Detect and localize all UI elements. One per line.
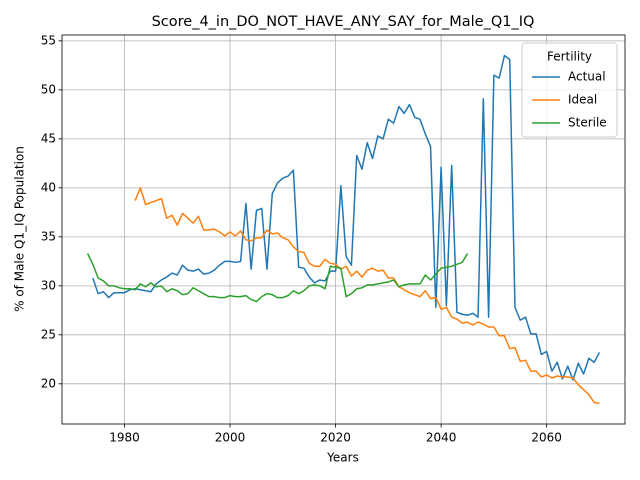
series-line — [86, 253, 469, 303]
legend-label: Actual — [568, 70, 606, 84]
x-tick-label: 1980 — [109, 431, 140, 445]
series-line — [134, 187, 600, 405]
x-axis-label: Years — [326, 451, 359, 465]
y-tick-label: 45 — [41, 131, 56, 145]
legend-box — [521, 42, 618, 138]
y-axis-label: % of Male Q1_IQ Population — [13, 146, 27, 312]
y-tick-label: 55 — [41, 33, 56, 47]
x-tick-label: 2040 — [426, 431, 457, 445]
x-tick-label: 2020 — [320, 431, 351, 445]
x-tick-label: 2060 — [531, 431, 562, 445]
legend-title: Fertility — [547, 50, 592, 64]
legend-label: Sterile — [568, 116, 607, 130]
y-tick-label: 35 — [41, 229, 56, 243]
chart-title: Score_4_in_DO_NOT_HAVE_ANY_SAY_for_Male_… — [152, 14, 535, 30]
legend: Fertility Actual Ideal Sterile — [521, 42, 618, 138]
y-tick-label: 40 — [41, 180, 56, 194]
legend-label: Ideal — [568, 93, 597, 107]
series-line — [92, 54, 601, 381]
y-tick-label: 50 — [41, 82, 56, 96]
y-tick-label: 30 — [41, 278, 56, 292]
y-tick-label: 25 — [41, 327, 56, 341]
plot-frame — [61, 34, 626, 425]
x-tick-label: 2000 — [215, 431, 246, 445]
y-tick-label: 20 — [41, 376, 56, 390]
